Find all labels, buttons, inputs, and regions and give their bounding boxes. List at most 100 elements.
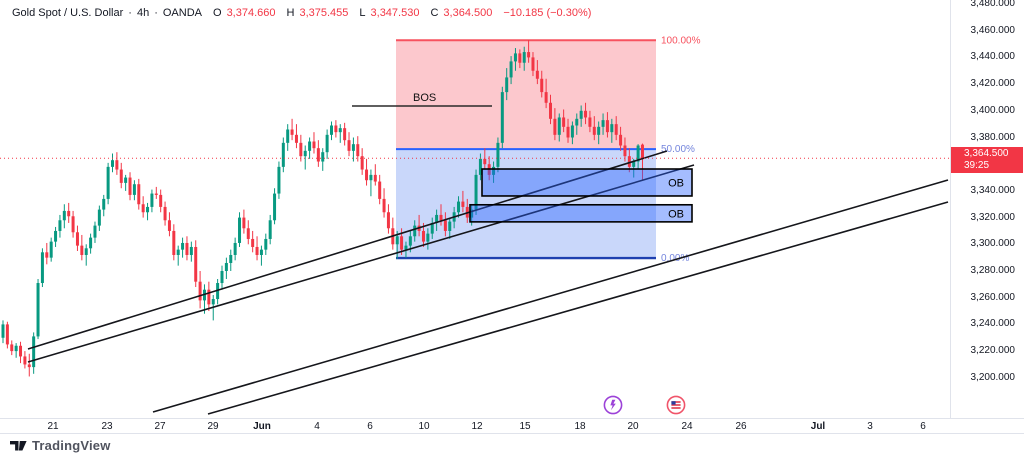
candle[interactable] <box>496 137 500 173</box>
candle[interactable] <box>334 120 338 138</box>
candle[interactable] <box>185 236 189 261</box>
candle[interactable] <box>246 220 250 245</box>
candle[interactable] <box>207 281 211 312</box>
candle[interactable] <box>294 124 298 149</box>
candle[interactable] <box>224 257 228 280</box>
exchange[interactable]: OANDA <box>162 7 202 19</box>
candle[interactable] <box>619 126 623 151</box>
candle[interactable] <box>391 217 395 250</box>
candle[interactable] <box>268 214 272 245</box>
candle[interactable] <box>386 204 390 234</box>
candle[interactable] <box>286 124 290 151</box>
candle[interactable] <box>290 118 294 141</box>
chart-pane[interactable]: 100.00% 50.00% 0.00% OB OB BOS <box>0 0 950 418</box>
candle[interactable] <box>413 220 417 242</box>
lightning-event-icon[interactable] <box>603 395 623 415</box>
candle[interactable] <box>544 78 548 109</box>
candle[interactable] <box>277 161 281 199</box>
time-axis[interactable]: 21 23 27 29 Jun 4 6 10 12 15 18 20 24 26 Jul 3 6 <box>0 418 1024 434</box>
candle[interactable] <box>623 137 627 162</box>
candle[interactable] <box>154 186 158 199</box>
order-block-box[interactable] <box>469 203 693 223</box>
candle[interactable] <box>303 145 307 170</box>
candle[interactable] <box>119 162 123 189</box>
candle[interactable] <box>71 210 75 238</box>
candle[interactable] <box>338 124 342 143</box>
candle[interactable] <box>229 249 233 271</box>
candle[interactable] <box>128 172 132 201</box>
candle[interactable] <box>443 212 447 237</box>
candle[interactable] <box>273 188 277 225</box>
trendline[interactable] <box>207 201 949 415</box>
candle[interactable] <box>575 113 579 135</box>
candle[interactable] <box>80 234 84 261</box>
candle[interactable] <box>321 148 325 171</box>
candle[interactable] <box>351 137 355 162</box>
candle[interactable] <box>435 209 439 231</box>
candle[interactable] <box>45 242 49 265</box>
candle[interactable] <box>457 196 461 218</box>
candle[interactable] <box>10 340 14 356</box>
candle[interactable] <box>640 143 644 181</box>
candle[interactable] <box>115 152 119 175</box>
candle[interactable] <box>312 132 316 154</box>
symbol-legend[interactable]: Gold Spot / U.S. Dollar · 4h · OANDA O 3… <box>12 7 591 19</box>
candle[interactable] <box>378 174 382 205</box>
candle[interactable] <box>540 70 544 98</box>
candle[interactable] <box>97 205 101 231</box>
candle[interactable] <box>1 320 5 344</box>
candle[interactable] <box>124 174 128 191</box>
candle[interactable] <box>330 121 333 141</box>
candle[interactable] <box>137 178 141 210</box>
candle[interactable] <box>141 196 145 218</box>
timeframe[interactable]: 4h <box>136 7 150 19</box>
candle[interactable] <box>369 169 373 197</box>
candle[interactable] <box>255 236 259 261</box>
candle[interactable] <box>150 189 154 213</box>
last-price-label[interactable]: 3,364.500 39:25 <box>951 147 1023 173</box>
candle[interactable] <box>588 110 592 133</box>
candle[interactable] <box>167 212 171 237</box>
candle[interactable] <box>535 60 539 85</box>
candle[interactable] <box>627 148 631 173</box>
candle[interactable] <box>570 121 574 145</box>
candle[interactable] <box>553 108 557 141</box>
candle[interactable] <box>343 122 347 146</box>
candle[interactable] <box>220 265 224 290</box>
candle[interactable] <box>562 109 566 133</box>
candle[interactable] <box>14 343 18 358</box>
candle[interactable] <box>605 112 609 138</box>
candle[interactable] <box>614 116 618 141</box>
trendline[interactable] <box>27 150 668 350</box>
candle[interactable] <box>461 190 465 213</box>
candle[interactable] <box>238 212 242 247</box>
candle[interactable] <box>584 102 588 125</box>
candle[interactable] <box>23 351 27 369</box>
candle[interactable] <box>58 214 62 238</box>
candle[interactable] <box>592 116 596 141</box>
candle[interactable] <box>373 164 377 186</box>
candle[interactable] <box>146 202 150 221</box>
candle[interactable] <box>426 228 430 250</box>
candle[interactable] <box>566 118 570 143</box>
candle[interactable] <box>32 332 36 374</box>
candle[interactable] <box>356 136 360 162</box>
candle[interactable] <box>84 244 88 266</box>
candle[interactable] <box>636 144 640 170</box>
candle[interactable] <box>474 169 478 215</box>
candle[interactable] <box>281 137 285 173</box>
candle[interactable] <box>27 353 31 377</box>
candle[interactable] <box>67 202 71 223</box>
candle[interactable] <box>189 241 193 262</box>
candle[interactable] <box>194 240 198 288</box>
candle[interactable] <box>360 148 364 175</box>
candle[interactable] <box>233 237 237 261</box>
trendline[interactable] <box>27 164 695 363</box>
candle[interactable] <box>527 40 531 63</box>
candle[interactable] <box>439 204 443 226</box>
candle[interactable] <box>483 148 487 170</box>
candle[interactable] <box>111 153 114 173</box>
candle[interactable] <box>601 113 605 135</box>
candle[interactable] <box>198 271 202 309</box>
candle[interactable] <box>531 52 535 77</box>
